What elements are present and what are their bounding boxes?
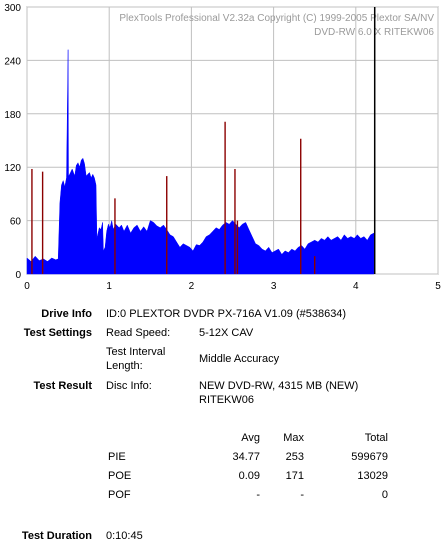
disc-info-line2: RITEKW06 — [199, 394, 255, 406]
col-total-header: Total — [364, 432, 388, 444]
y-axis-ticks: 0 60 120 180 240 300 — [4, 3, 21, 281]
drive-info-value: ID:0 PLEXTOR DVDR PX-716A V1.09 (#538634… — [106, 308, 347, 320]
col-max-header: Max — [283, 432, 304, 444]
x-tick-label: 3 — [271, 281, 277, 292]
row-poe-avg: 0.09 — [238, 470, 260, 482]
pie-series-area — [26, 49, 375, 275]
error-rate-chart: PlexTools Professional V2.32a Copyright … — [4, 3, 441, 292]
row-pof-total: 0 — [381, 489, 388, 501]
y-tick-label: 0 — [15, 270, 21, 281]
interval-value: Middle Accuracy — [199, 353, 280, 365]
y-tick-label: 240 — [4, 56, 21, 67]
row-poe-total: 13029 — [357, 470, 388, 482]
row-pof-max: - — [300, 489, 304, 501]
y-tick-label: 180 — [4, 110, 21, 121]
x-tick-label: 2 — [189, 281, 195, 292]
disc-info-line1: NEW DVD-RW, 4315 MB (NEW) — [199, 380, 359, 392]
row-pie-total: 599679 — [351, 451, 388, 463]
x-axis-ticks: 0 1 2 3 4 5 — [24, 281, 441, 292]
row-poe-max: 171 — [285, 470, 304, 482]
row-pie-max: 253 — [285, 451, 304, 463]
row-pie-avg: 34.77 — [232, 451, 260, 463]
watermark-line1: PlexTools Professional V2.32a Copyright … — [119, 13, 434, 24]
test-settings-label: Test Settings — [23, 327, 92, 339]
row-pie-label: PIE — [108, 451, 126, 463]
y-tick-label: 300 — [4, 3, 21, 14]
row-pof-avg: - — [256, 489, 260, 501]
x-tick-label: 5 — [435, 281, 441, 292]
interval-label-line1: Test Interval — [106, 346, 166, 358]
x-tick-label: 4 — [353, 281, 359, 292]
x-tick-label: 0 — [24, 281, 30, 292]
test-duration-value: 0:10:45 — [106, 530, 143, 542]
x-tick-label: 1 — [106, 281, 112, 292]
y-tick-label: 60 — [10, 217, 22, 228]
interval-label-line2: Length: — [106, 360, 143, 372]
y-tick-label: 120 — [4, 163, 21, 174]
test-result-label: Test Result — [33, 380, 92, 392]
test-duration-label: Test Duration — [21, 530, 92, 542]
col-avg-header: Avg — [241, 432, 260, 444]
read-speed-label: Read Speed: — [106, 327, 171, 339]
drive-info-label: Drive Info — [41, 308, 92, 320]
row-poe-label: POE — [108, 470, 132, 482]
poe-series — [31, 121, 316, 274]
disc-info-label: Disc Info: — [106, 380, 152, 392]
row-pof-label: POF — [108, 489, 131, 501]
read-speed-value: 5-12X CAV — [199, 327, 254, 339]
